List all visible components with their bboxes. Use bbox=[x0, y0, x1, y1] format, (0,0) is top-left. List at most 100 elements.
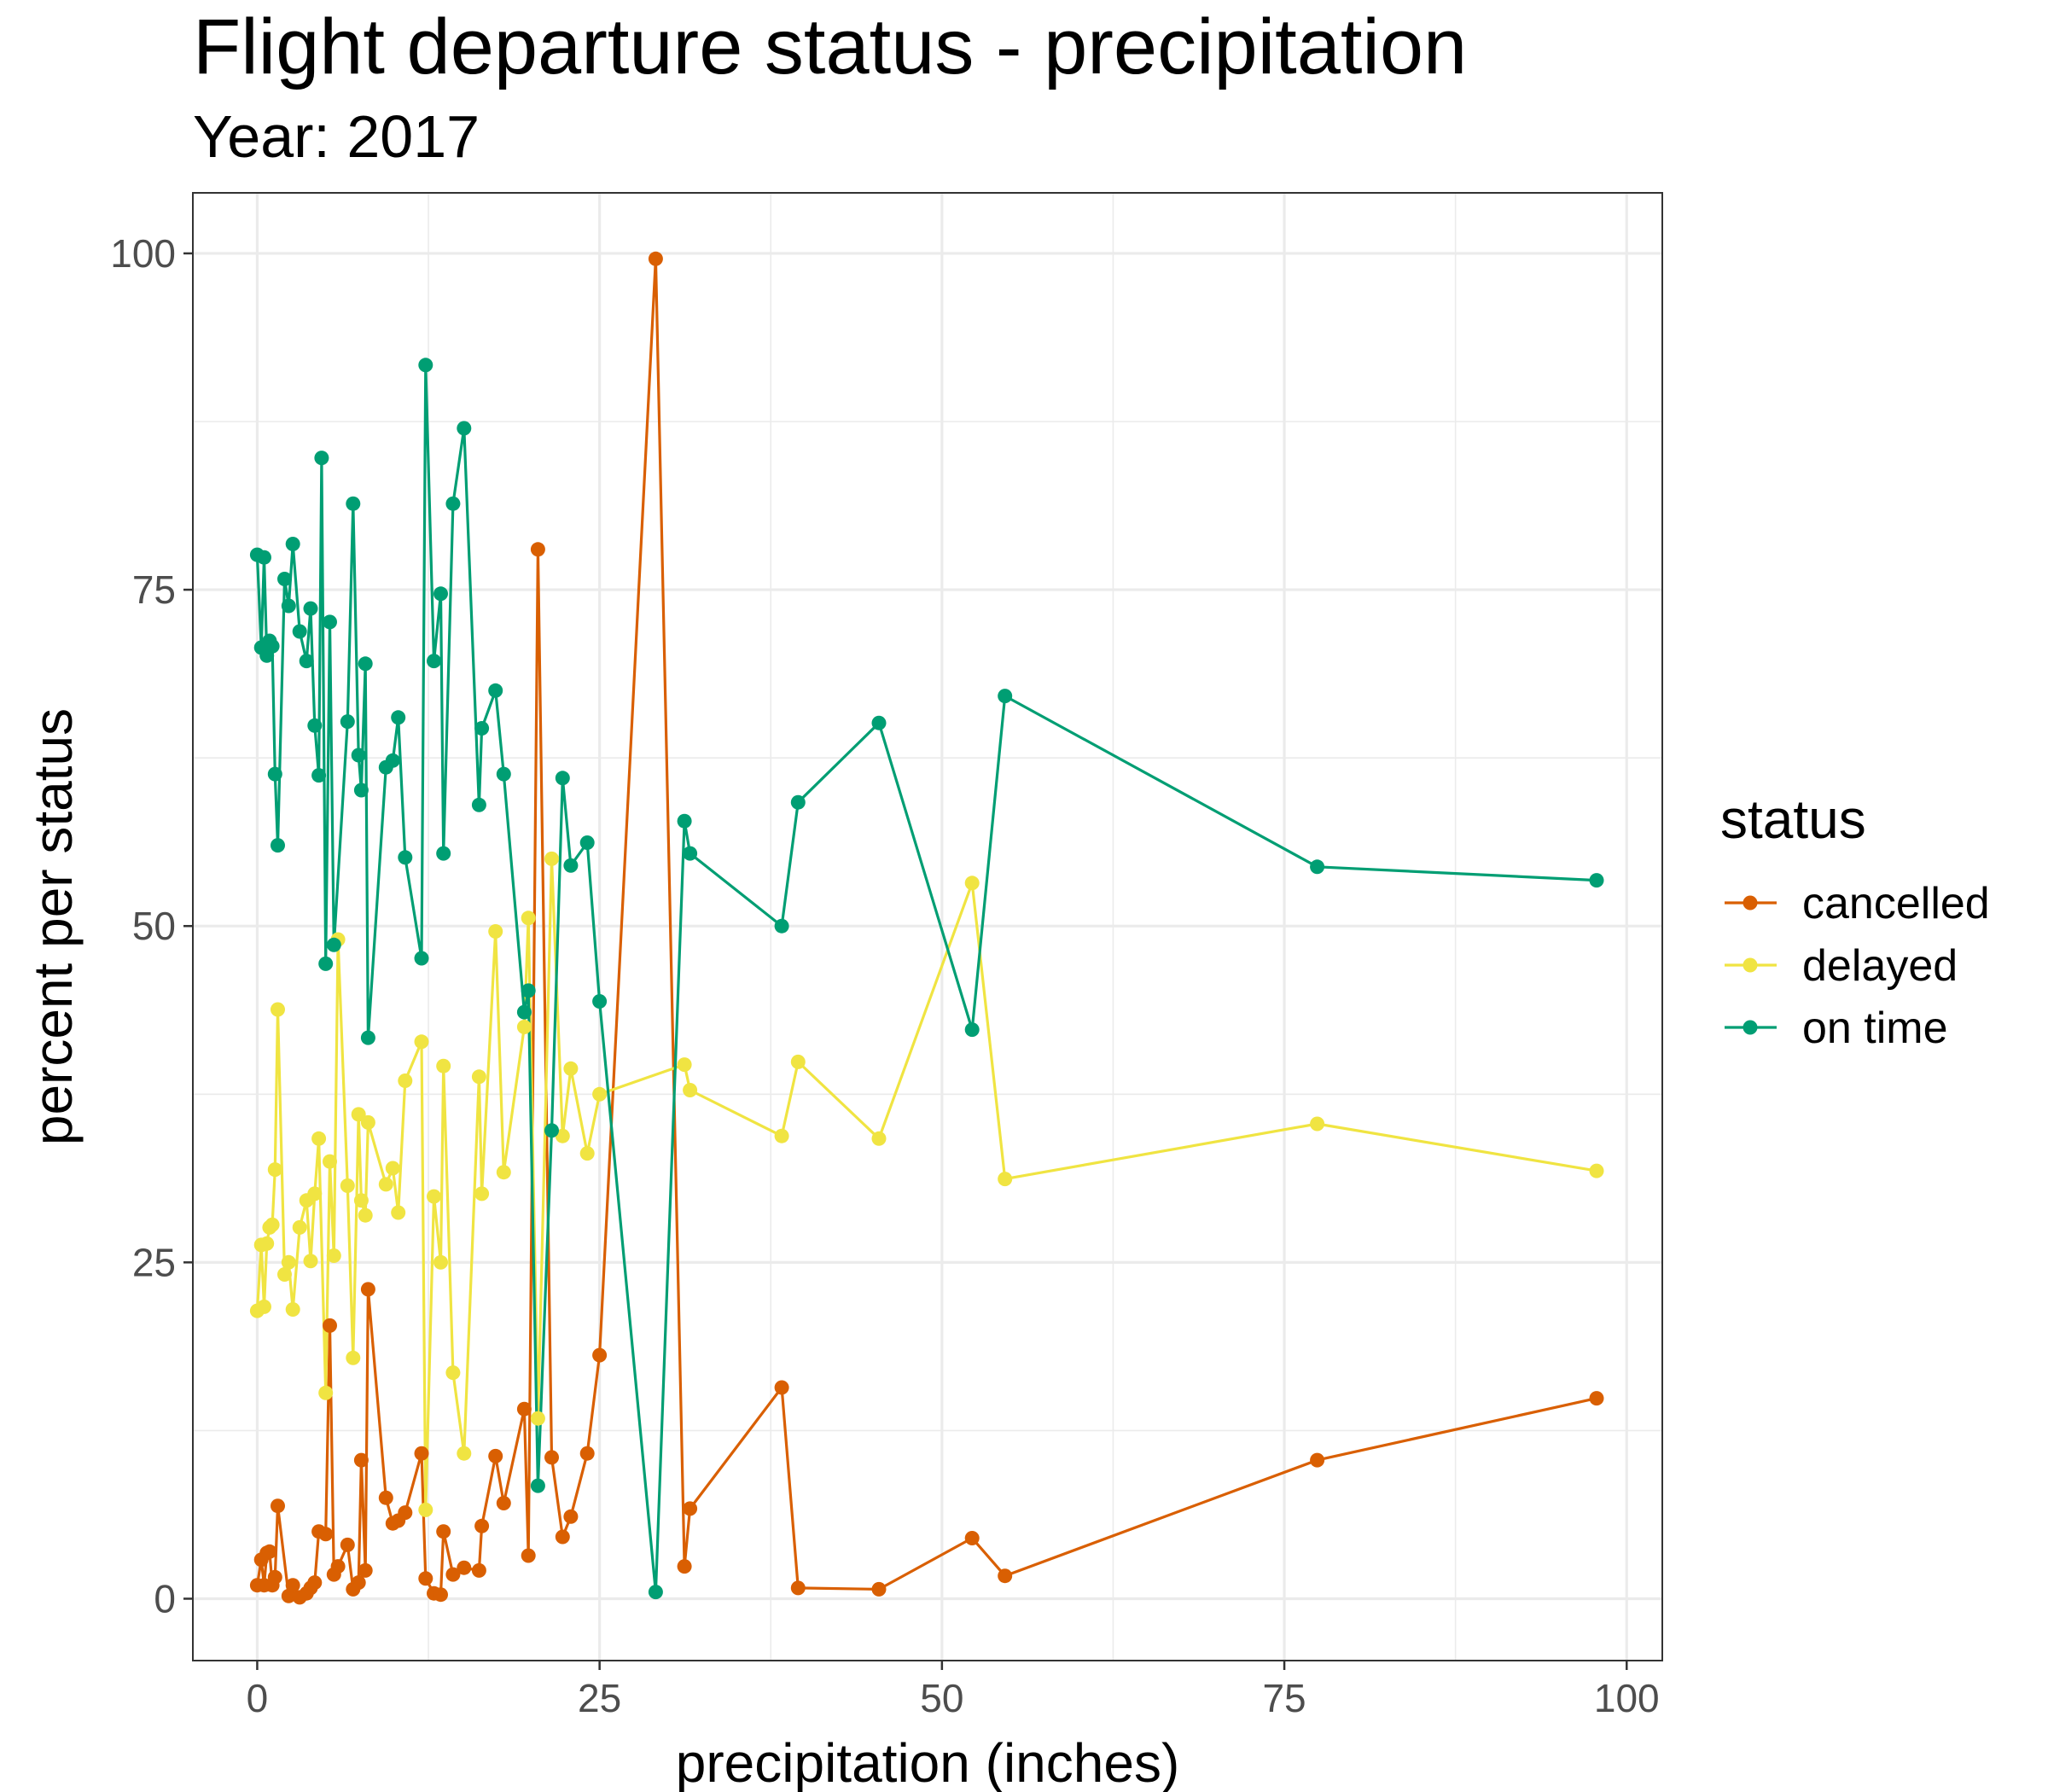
data-point-on-time bbox=[516, 1004, 532, 1020]
data-point-on-time bbox=[340, 714, 355, 730]
data-point-on-time bbox=[427, 654, 441, 669]
data-point-delayed bbox=[592, 1086, 608, 1102]
data-point-cancelled bbox=[457, 1560, 472, 1575]
data-point-cancelled bbox=[418, 1571, 433, 1586]
x-tick-label: 0 bbox=[247, 1676, 269, 1720]
data-point-on-time bbox=[385, 753, 400, 768]
data-point-cancelled bbox=[1589, 1391, 1604, 1406]
data-point-cancelled bbox=[474, 1518, 490, 1533]
data-point-cancelled bbox=[271, 1498, 285, 1514]
data-point-delayed bbox=[257, 1299, 271, 1314]
data-point-cancelled bbox=[488, 1448, 503, 1463]
data-point-delayed bbox=[265, 1217, 280, 1232]
data-point-delayed bbox=[323, 1154, 337, 1169]
data-point-delayed bbox=[326, 1248, 341, 1263]
data-point-cancelled bbox=[323, 1318, 337, 1333]
data-point-delayed bbox=[307, 1186, 323, 1201]
series-line-delayed bbox=[255, 857, 1597, 1511]
data-point-cancelled bbox=[262, 1544, 277, 1559]
data-point-delayed bbox=[544, 851, 559, 866]
y-tick-label: 0 bbox=[154, 1576, 176, 1620]
chart-subtitle: Year: 2017 bbox=[193, 103, 480, 170]
data-point-cancelled bbox=[579, 1446, 595, 1461]
data-point-delayed bbox=[964, 876, 980, 891]
data-point-delayed bbox=[563, 1061, 579, 1076]
data-point-cancelled bbox=[445, 1567, 461, 1582]
data-point-cancelled bbox=[683, 1501, 698, 1516]
x-axis: 0 25 50 75 100 bbox=[247, 1661, 1660, 1720]
data-point-on-time bbox=[592, 994, 608, 1009]
data-point-delayed bbox=[427, 1189, 441, 1204]
data-point-delayed bbox=[259, 1236, 275, 1251]
data-point-on-time bbox=[445, 496, 461, 511]
data-point-on-time bbox=[285, 537, 300, 551]
data-point-cancelled bbox=[471, 1562, 486, 1578]
data-point-on-time bbox=[346, 496, 361, 511]
data-point-delayed bbox=[267, 1162, 282, 1178]
data-point-cancelled bbox=[677, 1559, 692, 1574]
data-point-cancelled bbox=[436, 1524, 451, 1539]
data-point-cancelled bbox=[592, 1347, 608, 1363]
data-point-delayed bbox=[318, 1385, 334, 1400]
data-point-delayed bbox=[360, 1114, 375, 1130]
data-point-delayed bbox=[530, 1411, 545, 1426]
data-point-cancelled bbox=[555, 1529, 570, 1545]
data-point-cancelled bbox=[285, 1578, 300, 1593]
data-point-cancelled bbox=[544, 1450, 559, 1465]
data-point-delayed bbox=[414, 1034, 429, 1050]
data-point-cancelled bbox=[563, 1509, 579, 1524]
data-point-on-time bbox=[544, 1123, 559, 1138]
data-point-cancelled bbox=[414, 1446, 429, 1461]
data-point-delayed bbox=[358, 1207, 373, 1223]
legend-key-point bbox=[1743, 895, 1758, 911]
data-point-on-time bbox=[351, 748, 366, 763]
legend-label: cancelled bbox=[1802, 879, 1990, 928]
data-point-on-time bbox=[964, 1022, 980, 1038]
data-point-on-time bbox=[457, 421, 472, 436]
data-point-cancelled bbox=[521, 1548, 536, 1563]
data-point-cancelled bbox=[307, 1575, 323, 1591]
data-point-delayed bbox=[340, 1178, 355, 1193]
data-point-cancelled bbox=[998, 1568, 1013, 1584]
chart-title: Flight departure status - precipitation bbox=[193, 3, 1467, 90]
data-point-cancelled bbox=[530, 542, 545, 557]
data-point-on-time bbox=[1310, 859, 1325, 875]
data-point-cancelled bbox=[358, 1562, 373, 1578]
data-point-cancelled bbox=[360, 1282, 375, 1297]
data-point-on-time bbox=[323, 614, 337, 630]
data-point-cancelled bbox=[340, 1537, 355, 1552]
data-point-cancelled bbox=[516, 1401, 532, 1417]
data-point-cancelled bbox=[318, 1527, 334, 1542]
data-point-delayed bbox=[790, 1054, 806, 1069]
x-tick-label: 25 bbox=[578, 1676, 621, 1720]
data-point-on-time bbox=[418, 358, 433, 373]
data-point-delayed bbox=[285, 1302, 300, 1317]
data-point-on-time bbox=[555, 771, 570, 786]
x-axis-title: precipitation (inches) bbox=[676, 1732, 1180, 1792]
data-point-on-time bbox=[358, 656, 373, 672]
y-tick-label: 50 bbox=[132, 904, 176, 948]
data-point-on-time bbox=[303, 601, 318, 616]
data-point-delayed bbox=[398, 1073, 413, 1088]
data-point-on-time bbox=[1589, 873, 1604, 888]
data-point-delayed bbox=[677, 1057, 692, 1073]
data-point-on-time bbox=[474, 721, 490, 736]
data-point-delayed bbox=[445, 1365, 461, 1381]
data-point-delayed bbox=[271, 1002, 285, 1017]
legend-item-delayed: delayed bbox=[1725, 941, 1958, 991]
data-point-on-time bbox=[318, 956, 334, 971]
data-point-on-time bbox=[299, 654, 314, 669]
y-tick-label: 25 bbox=[132, 1240, 176, 1284]
data-point-delayed bbox=[579, 1146, 595, 1161]
data-point-on-time bbox=[360, 1030, 375, 1045]
data-point-delayed bbox=[436, 1058, 451, 1073]
data-point-on-time bbox=[433, 586, 448, 602]
data-point-delayed bbox=[311, 1131, 327, 1146]
data-point-delayed bbox=[346, 1350, 361, 1365]
data-point-on-time bbox=[277, 572, 292, 586]
data-point-on-time bbox=[271, 838, 285, 853]
data-point-cancelled bbox=[774, 1380, 789, 1395]
data-point-delayed bbox=[488, 924, 503, 939]
data-point-cancelled bbox=[330, 1559, 346, 1574]
data-point-cancelled bbox=[351, 1575, 366, 1591]
